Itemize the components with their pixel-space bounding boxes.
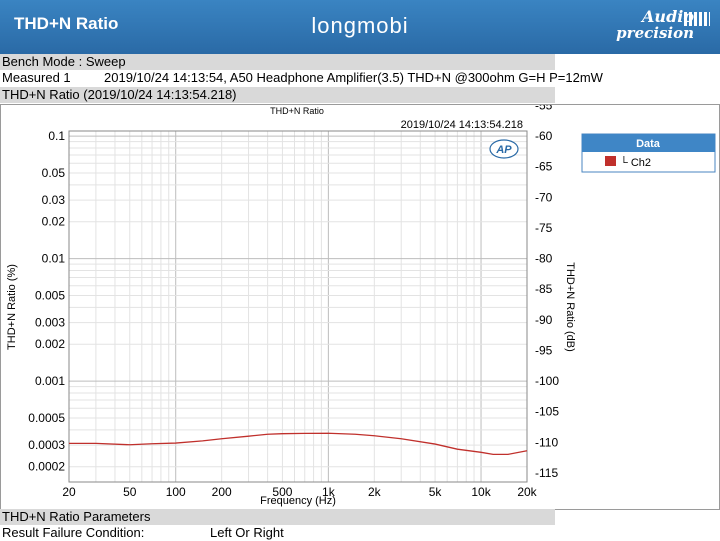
y2-tick-label: -80 bbox=[535, 252, 553, 266]
measured-row: Measured 1 2019/10/24 14:13:54, A50 Head… bbox=[0, 70, 720, 86]
y2-tick-label: -105 bbox=[535, 405, 559, 419]
y-tick-label: 0.001 bbox=[35, 374, 65, 388]
y2-tick-label: -70 bbox=[535, 190, 553, 204]
logo-line2: precision bbox=[616, 24, 694, 42]
bench-mode-text: Bench Mode : Sweep bbox=[2, 54, 126, 69]
graph-panel: 20 50 100 200 500 1k 2k 5k 10k 20k 0.1 0.05 0.03 0.0… bbox=[0, 7, 720, 510]
header-title: THD+N Ratio bbox=[14, 14, 119, 33]
result-failure-label: Result Failure Condition: bbox=[2, 525, 145, 540]
y-tick-label: 0.02 bbox=[42, 215, 66, 229]
logo-line1: Audio bbox=[642, 7, 694, 26]
x-axis-label: Frequency (Hz) bbox=[260, 495, 336, 507]
measured-description: 2019/10/24 14:13:54, A50 Headphone Ampli… bbox=[104, 70, 603, 85]
result-failure-row: Result Failure Condition: Left Or Right bbox=[0, 525, 720, 541]
y2-tick-label: -95 bbox=[535, 343, 553, 357]
x-tick-label: 200 bbox=[212, 485, 232, 499]
chart-title: THD+N Ratio bbox=[270, 106, 324, 116]
params-header-text: THD+N Ratio Parameters bbox=[2, 509, 151, 524]
legend-title: Data bbox=[636, 138, 661, 150]
x-tick-label: 1k bbox=[322, 485, 336, 499]
ap-badge-icon bbox=[489, 139, 519, 159]
audio-precision-logo: Audio precision bbox=[616, 7, 710, 42]
logo-bars-icon bbox=[684, 12, 710, 26]
x-tick-label: 2k bbox=[368, 485, 382, 499]
y2-tick-label: -90 bbox=[535, 313, 553, 327]
y-tick-label: 0.0003 bbox=[28, 438, 65, 452]
legend-header bbox=[582, 134, 715, 152]
x-tick-label: 500 bbox=[272, 485, 292, 499]
thdn-chart[interactable]: 20 50 100 200 500 1k 2k 5k 10k 20k 0.1 0.05 0.03 0.0… bbox=[1, 7, 719, 509]
y-tick-label: 0.002 bbox=[35, 337, 65, 351]
x-tick-label: 20k bbox=[517, 485, 537, 499]
series-group bbox=[69, 432, 528, 456]
y-tick-label: 0.03 bbox=[42, 193, 66, 207]
header-watermark: longmobi bbox=[311, 13, 409, 38]
y2-tick-labels: -40-45-50-55-60-65-70-75-80-85-90-95-100… bbox=[535, 7, 559, 480]
y-tick-label: 0.0005 bbox=[28, 411, 65, 425]
legend-entry-ch2[interactable]: └ Ch2 bbox=[620, 155, 651, 169]
chart-subtitle: 2019/10/24 14:13:54.218 bbox=[401, 119, 523, 131]
x-tick-label: 100 bbox=[166, 485, 186, 499]
y-tick-label: 0.1 bbox=[48, 129, 65, 143]
y-tick-label: 0.0002 bbox=[28, 460, 65, 474]
legend-swatch-ch2 bbox=[605, 156, 616, 166]
bench-mode-bar: Bench Mode : Sweep bbox=[0, 54, 555, 70]
y2-tick-label: -85 bbox=[535, 282, 553, 296]
measured-label: Measured 1 bbox=[2, 70, 71, 85]
graph-header-text: THD+N Ratio (2019/10/24 14:13:54.218) bbox=[2, 87, 237, 102]
y2-axis-label: THD+N Ratio (dB) bbox=[564, 262, 576, 352]
legend: Data └ Ch2 bbox=[581, 133, 716, 173]
y2-tick-label: -55 bbox=[535, 105, 553, 112]
params-header-bar: THD+N Ratio Parameters bbox=[0, 509, 555, 525]
y-tick-label: 0.003 bbox=[35, 316, 65, 330]
y-tick-label: 0.005 bbox=[35, 288, 65, 302]
ap-badge-text: AP bbox=[495, 144, 512, 156]
y-tick-labels: 0.1 0.05 0.03 0.02 0.01 0.005 0.003 0.002 0.001 0… bbox=[28, 129, 65, 474]
app-header: THD+N Ratio longmobi Audio precision bbox=[0, 0, 720, 54]
x-tick-label: 50 bbox=[123, 485, 137, 499]
result-failure-value: Left Or Right bbox=[210, 525, 284, 540]
x-tick-label: 10k bbox=[471, 485, 491, 499]
x-tick-labels: 20 50 100 200 500 1k 2k 5k 10k 20k bbox=[62, 485, 537, 499]
x-tick-label: 20 bbox=[62, 485, 76, 499]
ap-badge: AP bbox=[489, 139, 519, 159]
y2-tick-label: -65 bbox=[535, 160, 553, 174]
y-tick-label: 0.01 bbox=[42, 252, 66, 266]
y-axis-label: THD+N Ratio (%) bbox=[6, 264, 18, 350]
y2-tick-label: -110 bbox=[535, 435, 558, 449]
y2-tick-label: -60 bbox=[535, 129, 553, 143]
plot-frame bbox=[68, 130, 528, 483]
graph-header-bar: THD+N Ratio (2019/10/24 14:13:54.218) bbox=[0, 87, 555, 103]
y2-tick-label: -115 bbox=[535, 466, 558, 480]
series-line-ch2 bbox=[69, 432, 528, 456]
grid bbox=[68, 131, 528, 482]
y2-tick-label: -75 bbox=[535, 221, 553, 235]
y2-tick-label: -100 bbox=[535, 374, 559, 388]
x-tick-label: 5k bbox=[429, 485, 443, 499]
y-tick-label: 0.05 bbox=[42, 166, 66, 180]
